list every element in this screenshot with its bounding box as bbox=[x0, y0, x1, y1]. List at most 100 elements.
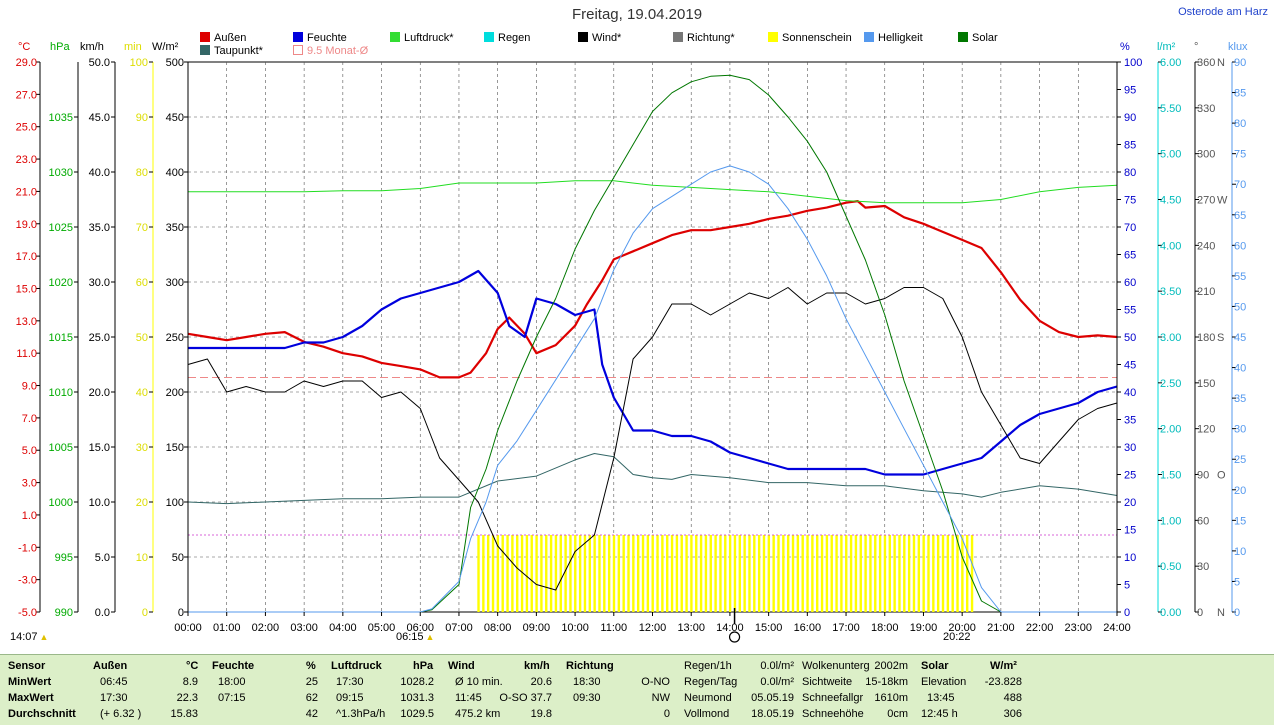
tick-label-pct: 15 bbox=[1124, 525, 1136, 537]
x-tick-label: 09:00 bbox=[523, 622, 551, 634]
sunshine-bar bbox=[564, 535, 567, 612]
series-solar bbox=[188, 74, 1117, 613]
unit-label-deg: ° bbox=[1194, 41, 1198, 53]
stats-header-wind-unit: km/h bbox=[524, 660, 550, 672]
tick-label-deg: 360 bbox=[1197, 57, 1215, 69]
solar-value: 306 bbox=[1003, 708, 1022, 720]
current-time-marker bbox=[728, 631, 741, 643]
sunshine-bar bbox=[632, 535, 635, 612]
tick-label-temp: -1.0 bbox=[18, 542, 37, 554]
extra-label: Wolkenunterg bbox=[802, 660, 870, 672]
series-luftdruck bbox=[188, 180, 1118, 204]
tick-label-pct: 90 bbox=[1124, 112, 1136, 124]
sunshine-bar bbox=[622, 535, 625, 612]
sunshine-bar bbox=[714, 535, 717, 612]
sunshine-bar bbox=[936, 535, 940, 612]
tick-label-pct: 70 bbox=[1124, 222, 1136, 234]
series-wind bbox=[187, 287, 1118, 591]
solar-unit: W/m² bbox=[990, 660, 1017, 672]
sunshine-bar bbox=[922, 535, 925, 612]
sunshine-bar bbox=[811, 535, 814, 612]
tick-label-lm2: 0.00 bbox=[1160, 607, 1181, 619]
tick-label-temp: 1.0 bbox=[22, 510, 37, 522]
legend-item: Regen bbox=[484, 31, 530, 45]
wind-value: O-SO 37.7 bbox=[499, 692, 552, 704]
tick-label-pct: 20 bbox=[1124, 497, 1136, 509]
tick-label-deg: 90 bbox=[1197, 470, 1209, 482]
sunshine-bar bbox=[588, 535, 591, 612]
legend-item: Luftdruck* bbox=[390, 31, 454, 45]
direction-label: O bbox=[1217, 470, 1226, 482]
sunshine-bar bbox=[966, 535, 969, 612]
sunshine-bar bbox=[806, 535, 809, 612]
chart-series bbox=[187, 74, 1118, 613]
tick-label-deg: 180 bbox=[1197, 332, 1215, 344]
x-tick-label: 16:00 bbox=[794, 622, 822, 634]
unit-label-pct: % bbox=[1120, 41, 1130, 53]
sunshine-bar bbox=[946, 535, 950, 612]
extra-label: Regen/Tag bbox=[684, 676, 738, 688]
extra-value: 0.0l/m² bbox=[760, 660, 794, 672]
legend-item: Außen bbox=[200, 31, 246, 45]
sunshine-bar bbox=[883, 535, 887, 612]
tick-label-lm2: 1.50 bbox=[1160, 470, 1181, 482]
sunshine-bar bbox=[598, 535, 601, 612]
legend-swatch bbox=[293, 32, 303, 42]
tick-label-klux: 40 bbox=[1234, 363, 1246, 375]
sunshine-bar bbox=[661, 535, 664, 612]
sunshine-bar bbox=[874, 535, 877, 612]
sunshine-bar bbox=[520, 535, 524, 612]
legend-swatch bbox=[293, 45, 303, 55]
sunshine-bar bbox=[830, 535, 833, 612]
direction-label: W bbox=[1217, 195, 1228, 207]
x-tick-label: 06:00 bbox=[406, 622, 434, 634]
sunshine-bar bbox=[525, 535, 529, 612]
tick-label-min: 80 bbox=[136, 167, 148, 179]
sunshine-bar bbox=[641, 535, 645, 612]
legend-swatch bbox=[768, 32, 778, 42]
legend-swatch bbox=[958, 32, 968, 42]
x-tick-label: 18:00 bbox=[871, 622, 899, 634]
row-label: Durchschnitt bbox=[8, 708, 76, 720]
luftdruck-time: 17:30 bbox=[336, 676, 364, 688]
sunshine-bar bbox=[738, 535, 741, 612]
tick-label-temp: 29.0 bbox=[16, 57, 37, 69]
sunshine-bar bbox=[777, 535, 780, 612]
sunshine-bar bbox=[612, 535, 616, 612]
sunshine-bar bbox=[559, 535, 562, 612]
sunshine-bar bbox=[724, 535, 727, 612]
tick-label-lm2: 3.00 bbox=[1160, 332, 1181, 344]
sunrise-label: 06:15 ▲ bbox=[396, 631, 435, 643]
legend-label: Richtung* bbox=[687, 32, 735, 44]
sunshine-bar bbox=[791, 535, 795, 612]
tick-label-kmh: 5.0 bbox=[95, 552, 110, 564]
extra-label: Vollmond bbox=[684, 708, 730, 720]
tick-label-pct: 5 bbox=[1124, 580, 1130, 592]
sunshine-bar bbox=[845, 535, 848, 612]
luftdruck-value: 1029.5 bbox=[400, 708, 434, 720]
legend-label: Solar bbox=[972, 32, 998, 44]
tick-label-klux: 45 bbox=[1234, 332, 1246, 344]
tick-label-temp: 15.0 bbox=[16, 283, 37, 295]
sunshine-bar bbox=[820, 535, 824, 612]
sunshine-bar bbox=[535, 535, 538, 612]
legend-label: Luftdruck* bbox=[404, 32, 454, 44]
tick-label-pct: 85 bbox=[1124, 140, 1136, 152]
sunshine-bar bbox=[651, 535, 654, 612]
legend-item: Feuchte bbox=[293, 31, 347, 45]
sunshine-bar bbox=[917, 535, 921, 612]
x-tick-label: 13:00 bbox=[677, 622, 705, 634]
extra-label: Schneefallgr bbox=[802, 692, 864, 704]
tick-label-klux: 80 bbox=[1234, 118, 1246, 130]
tick-label-kmh: 25.0 bbox=[89, 332, 110, 344]
tick-label-klux: 10 bbox=[1234, 546, 1246, 558]
legend-item: Solar bbox=[958, 31, 998, 45]
sunshine-bar bbox=[849, 535, 853, 612]
tick-label-klux: 35 bbox=[1234, 393, 1246, 405]
sunshine-bar bbox=[767, 535, 771, 612]
stats-header-richtung: Richtung bbox=[566, 660, 614, 672]
legend-swatch bbox=[673, 32, 683, 42]
luftdruck-value: 1028.2 bbox=[400, 676, 434, 688]
wind-time: 11:45 bbox=[455, 692, 482, 704]
tick-label-deg: 240 bbox=[1197, 240, 1215, 252]
